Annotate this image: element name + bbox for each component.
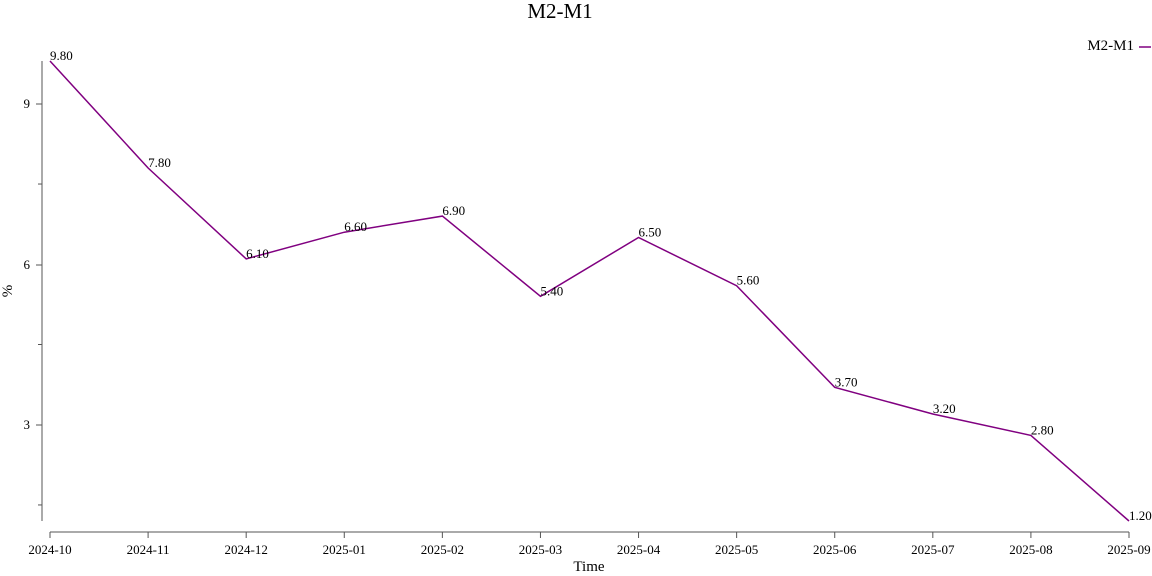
x-tick-label: 2025-09 xyxy=(1107,542,1150,557)
y-tick-label-3: 3 xyxy=(24,417,31,432)
data-label: 6.60 xyxy=(344,219,367,234)
data-label: 7.80 xyxy=(148,155,171,170)
data-label: 5.40 xyxy=(540,283,563,298)
data-label: 3.70 xyxy=(835,374,858,389)
x-tick-label: 2024-10 xyxy=(28,542,71,557)
y-ticks: 9 6 3 xyxy=(24,96,42,432)
y-tick-label-6: 6 xyxy=(24,257,31,272)
legend-label: M2-M1 xyxy=(1087,38,1134,54)
data-label: 6.50 xyxy=(639,225,662,240)
data-label: 1.20 xyxy=(1129,508,1152,523)
series-line-m2-m1 xyxy=(49,60,1130,522)
data-label: 2.80 xyxy=(1031,422,1054,437)
data-label: 5.60 xyxy=(737,273,760,288)
data-label: 3.20 xyxy=(933,401,956,416)
x-tick-label: 2024-12 xyxy=(225,542,268,557)
y-minor-ticks xyxy=(38,183,42,506)
x-axis-label: Time xyxy=(573,559,604,575)
y-tick-label-9: 9 xyxy=(24,96,31,111)
x-tick-label: 2024-11 xyxy=(127,542,170,557)
x-tick-label: 2025-07 xyxy=(911,542,955,557)
data-label: 6.10 xyxy=(246,246,269,261)
x-tick-label: 2025-03 xyxy=(519,542,562,557)
x-ticks: 2024-10 2024-11 2024-12 2025-01 2025-02 2025-… xyxy=(28,532,1151,557)
y-axis-label: % xyxy=(0,285,16,298)
data-label: 9.80 xyxy=(50,48,73,63)
x-tick-label: 2025-01 xyxy=(323,542,366,557)
legend: M2-M1 xyxy=(1087,38,1151,54)
x-tick-label: 2025-05 xyxy=(715,542,758,557)
x-tick-label: 2025-02 xyxy=(421,542,464,557)
chart-title: M2-M1 xyxy=(527,0,592,23)
data-labels: 9.80 7.80 6.10 6.60 6.90 5.40 6.50 5.60 3.70 3.20… xyxy=(50,48,1152,523)
x-tick-label: 2025-06 xyxy=(813,542,857,557)
x-tick-label: 2025-04 xyxy=(617,542,661,557)
x-tick-label: 2025-08 xyxy=(1009,542,1052,557)
data-label: 6.90 xyxy=(442,203,465,218)
